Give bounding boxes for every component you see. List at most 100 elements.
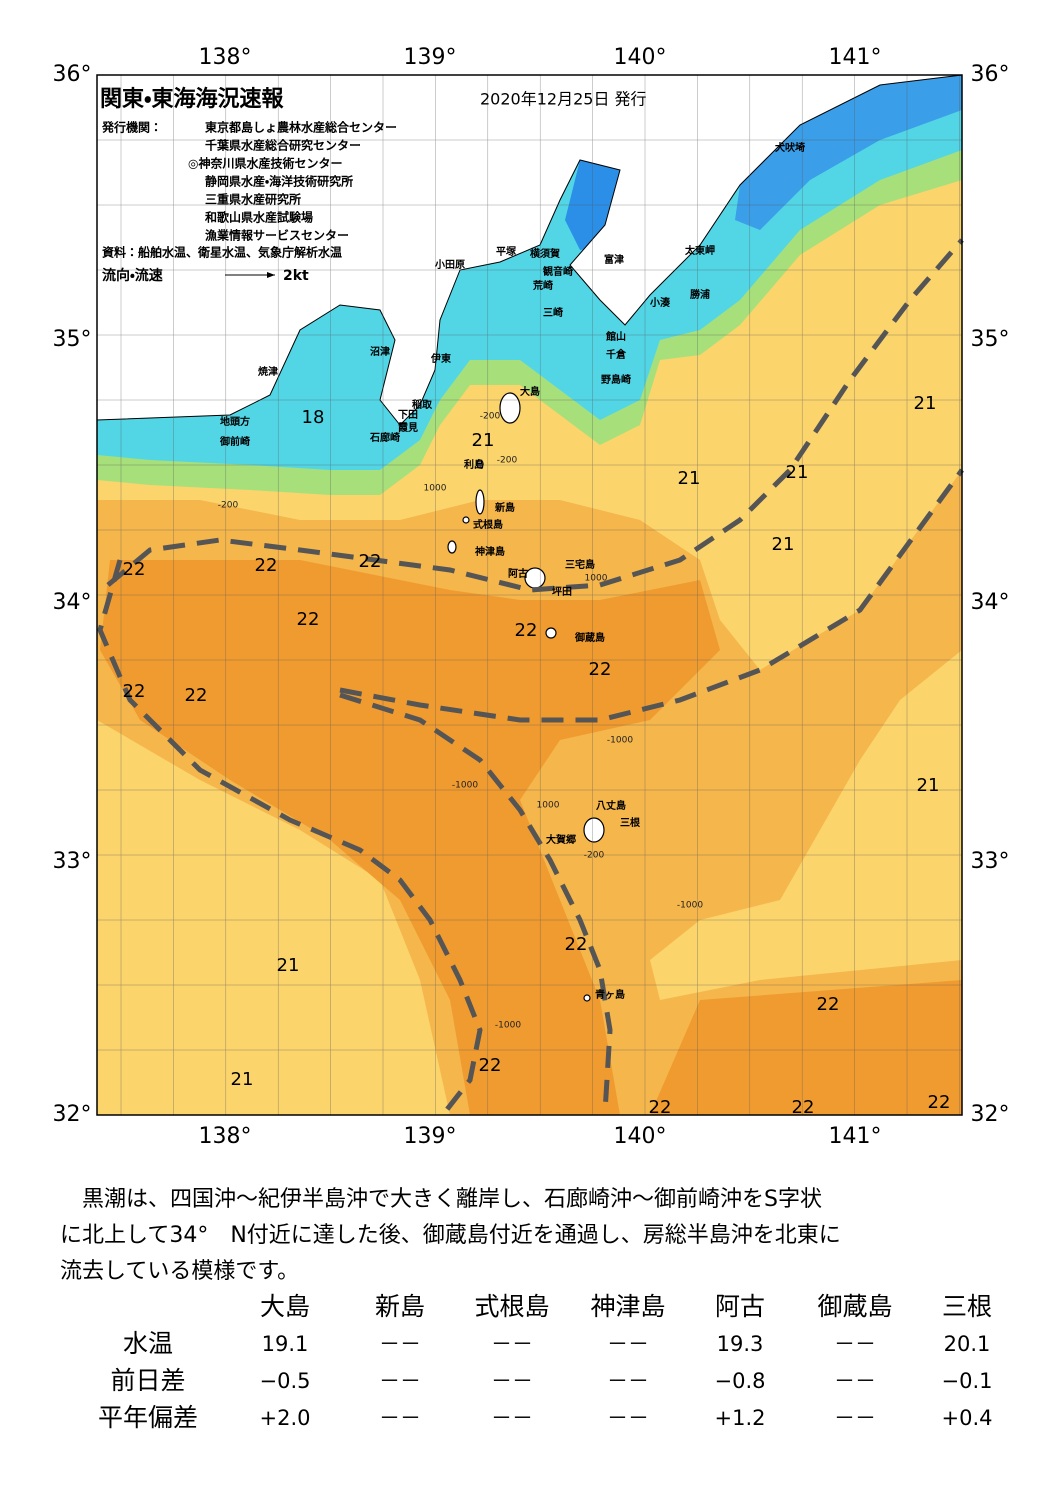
temperature-label: 21 bbox=[917, 775, 940, 796]
island bbox=[583, 817, 605, 843]
table-cell: －－ bbox=[834, 1332, 876, 1356]
table-cell: +0.4 bbox=[942, 1406, 993, 1430]
kuroshio-line bbox=[339, 468, 965, 723]
depth-label: 1000 bbox=[424, 484, 447, 494]
island bbox=[545, 627, 557, 639]
kuroshio-line bbox=[339, 692, 613, 1113]
table-cell: 19.1 bbox=[262, 1332, 309, 1356]
coastal-water bbox=[97, 75, 962, 470]
lat-label: 33° bbox=[53, 849, 92, 874]
place-name: 千倉 bbox=[606, 348, 627, 361]
table-cell: －－ bbox=[607, 1332, 649, 1356]
deep-water bbox=[735, 75, 962, 230]
depth-label: -200 bbox=[497, 456, 518, 466]
place-name: 小田原 bbox=[434, 258, 465, 271]
table-cell: +2.0 bbox=[260, 1406, 311, 1430]
depth-label: 1000 bbox=[585, 574, 608, 584]
place-name: 神津島 bbox=[474, 545, 505, 558]
table-cell: －－ bbox=[491, 1332, 533, 1356]
place-name: 利島 bbox=[464, 458, 484, 471]
island bbox=[476, 459, 484, 469]
temperature-label: 22 bbox=[479, 1055, 502, 1076]
description-line: 黒潮は、四国沖～紀伊半島沖で大きく離岸し、石廊崎沖～御前崎沖をS字状 bbox=[60, 1187, 822, 1212]
place-name: 平塚 bbox=[496, 245, 517, 258]
place-name: 三宅島 bbox=[565, 558, 595, 571]
place-name: 新島 bbox=[494, 501, 515, 514]
temperature-label: 22 bbox=[589, 659, 612, 680]
lat-label: 36° bbox=[53, 62, 92, 87]
temperature-label: 22 bbox=[792, 1097, 815, 1118]
place-name: 焼津 bbox=[258, 365, 278, 378]
issuer: 和歌山県水産試験場 bbox=[204, 210, 313, 225]
lon-label: 141° bbox=[829, 45, 882, 70]
lon-label: 139° bbox=[404, 45, 457, 70]
lat-label: 34° bbox=[971, 590, 1010, 615]
place-name: 三根 bbox=[620, 816, 641, 829]
place-name: 地頭方 bbox=[220, 415, 250, 428]
place-name: 三崎 bbox=[543, 306, 563, 319]
place-name: 富津 bbox=[604, 253, 624, 266]
issuer: 漁業情報サービスセンター bbox=[205, 228, 349, 243]
temperature-label: 22 bbox=[123, 681, 146, 702]
lat-label: 36° bbox=[971, 62, 1010, 87]
lat-label: 35° bbox=[971, 327, 1010, 352]
place-name: 霞見 bbox=[398, 421, 418, 434]
place-name: 伊東 bbox=[430, 352, 451, 365]
place-name: 沼津 bbox=[370, 345, 390, 358]
depth-label: -1000 bbox=[495, 1021, 521, 1031]
temperature-label: 21 bbox=[277, 955, 300, 976]
issuer-label: 発行機関： bbox=[101, 120, 162, 135]
place-name: 観音崎 bbox=[543, 265, 573, 278]
table-cell: 20.1 bbox=[944, 1332, 991, 1356]
depth-label: -200 bbox=[480, 412, 501, 422]
lat-label: 34° bbox=[53, 590, 92, 615]
lat-label: 32° bbox=[971, 1102, 1010, 1127]
issue-date: 2020年12月25日 発行 bbox=[480, 90, 647, 109]
warm-area bbox=[650, 980, 962, 1115]
land bbox=[96, 74, 963, 426]
depth-label: -1000 bbox=[452, 781, 478, 791]
flow-speed: 2kt bbox=[283, 268, 309, 284]
islands bbox=[447, 392, 605, 1002]
place-name: 野島崎 bbox=[601, 373, 631, 386]
island bbox=[499, 392, 521, 424]
temperature-label: 21 bbox=[472, 430, 495, 451]
depth-label: -200 bbox=[218, 501, 239, 511]
place-name: 勝浦 bbox=[690, 288, 710, 301]
temperature-label: 22 bbox=[565, 934, 588, 955]
table-header: 新島 bbox=[375, 1292, 425, 1321]
table-header: 御蔵島 bbox=[817, 1292, 892, 1321]
warm-area bbox=[100, 560, 720, 1115]
lon-label: 140° bbox=[614, 45, 667, 70]
table-cell: －－ bbox=[834, 1369, 876, 1393]
description-line: に北上して34° N付近に達した後、御蔵島付近を通過し、房総半島沖を北東に bbox=[60, 1223, 841, 1248]
issuer: 三重県水産研究所 bbox=[205, 192, 301, 207]
table-cell: －－ bbox=[607, 1369, 649, 1393]
table-cell: −0.8 bbox=[715, 1369, 766, 1393]
place-name: 小湊 bbox=[649, 296, 671, 309]
table-cell: －－ bbox=[379, 1369, 421, 1393]
depth-label: -1000 bbox=[607, 736, 633, 746]
place-name: 大賀郷 bbox=[546, 833, 576, 846]
lat-label: 32° bbox=[53, 1102, 92, 1127]
lon-label: 141° bbox=[829, 1124, 882, 1149]
table-header: 式根島 bbox=[474, 1292, 549, 1321]
temperature-label: 21 bbox=[786, 462, 809, 483]
description-line: 流去している模様です。 bbox=[60, 1259, 299, 1284]
temperature-label: 22 bbox=[928, 1092, 951, 1113]
temperature-label: 18 bbox=[302, 407, 325, 428]
lon-label: 138° bbox=[199, 1124, 252, 1149]
place-name: 阿古 bbox=[508, 567, 528, 580]
lon-label: 138° bbox=[199, 45, 252, 70]
temperature-label: 21 bbox=[231, 1069, 254, 1090]
table-header: 神津島 bbox=[590, 1292, 665, 1321]
temperature-label: 22 bbox=[185, 685, 208, 706]
island bbox=[475, 489, 485, 515]
title: 関東・東海海況速報 bbox=[100, 86, 284, 112]
table-cell: －－ bbox=[379, 1406, 421, 1430]
temperature-label: 22 bbox=[817, 994, 840, 1015]
depth-label: 1000 bbox=[537, 801, 560, 811]
temperature-label: 22 bbox=[297, 609, 320, 630]
